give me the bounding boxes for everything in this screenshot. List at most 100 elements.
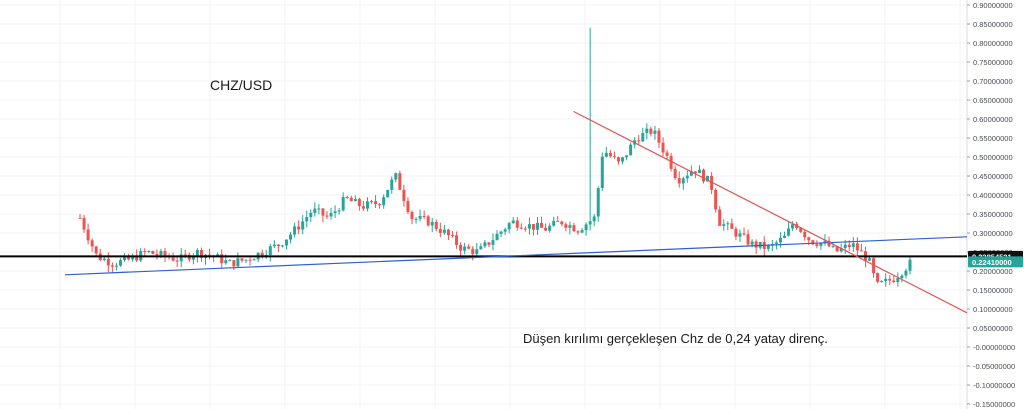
candle-body <box>199 250 203 258</box>
candle-body <box>693 171 697 173</box>
candle-body <box>276 244 280 247</box>
candle-body <box>345 196 349 198</box>
candle-body <box>374 201 378 205</box>
y-tick-label: 0.85000000 <box>973 20 1013 29</box>
candle-body <box>386 189 390 198</box>
candle-body <box>475 249 479 255</box>
candle-body <box>730 223 734 229</box>
candle-body <box>564 224 568 228</box>
candle-body <box>710 175 714 190</box>
candle-body <box>819 242 823 246</box>
candle-body <box>487 242 491 245</box>
candle-body <box>353 198 357 202</box>
candle-body <box>791 224 795 229</box>
candle-body <box>868 258 872 261</box>
candle-body <box>232 260 236 267</box>
candle-body <box>503 229 507 232</box>
resistance-trend-line <box>573 110 968 314</box>
candle-body <box>758 241 762 248</box>
candle-body <box>888 278 892 281</box>
candle-body <box>442 229 446 233</box>
candle-body <box>746 234 750 245</box>
candle-body <box>102 258 106 260</box>
candle-body <box>706 175 710 182</box>
candle-body <box>544 227 548 231</box>
candle-body <box>677 178 681 184</box>
candle-body <box>394 173 398 180</box>
candle-body <box>191 256 195 260</box>
candle-body <box>766 245 770 249</box>
candle-body <box>135 255 139 261</box>
candle-body <box>114 265 118 267</box>
candle-body <box>669 155 673 169</box>
candle-body <box>361 206 365 209</box>
candle-body <box>418 215 422 219</box>
candle-body <box>604 152 608 157</box>
candle-body <box>406 200 410 213</box>
candle-body <box>637 140 641 142</box>
candle-body <box>799 228 803 232</box>
candle-body <box>422 215 426 217</box>
candle-body <box>236 258 240 267</box>
candle-body <box>175 260 179 262</box>
chart-annotation: Düşen kırılımı gerçekleşen Chz de 0,24 y… <box>523 331 828 346</box>
candle-body <box>908 259 912 271</box>
candle-body <box>317 208 321 210</box>
candle-body <box>859 250 863 252</box>
candle-body <box>179 254 183 262</box>
candle-body <box>831 246 835 248</box>
candle-body <box>94 246 98 254</box>
candle-body <box>289 234 293 240</box>
candle-body <box>592 216 596 222</box>
candle-body <box>560 221 564 225</box>
y-tick-label: 0.45000000 <box>973 172 1013 181</box>
candle-body <box>90 240 94 247</box>
y-tick-label: 0.15000000 <box>973 286 1013 295</box>
candle-body <box>329 213 333 217</box>
candle-body <box>855 243 859 251</box>
candle-body <box>163 251 167 257</box>
candle-body <box>556 220 560 222</box>
y-tick-label: 0.70000000 <box>973 77 1013 86</box>
candle-body <box>248 259 252 261</box>
candle-body <box>807 237 811 241</box>
candle-body <box>718 209 722 226</box>
price-axis[interactable]: 0.90000000 0.85000000 0.80000000 0.75000000… <box>967 1 1015 409</box>
candle-body <box>880 281 884 283</box>
candle-body <box>127 256 131 260</box>
candle-body <box>321 208 325 216</box>
candle-body <box>774 242 778 244</box>
candle-body <box>349 197 353 202</box>
candle-body <box>681 178 685 184</box>
candle-body <box>827 240 831 247</box>
candle-body <box>697 169 701 173</box>
candle-body <box>811 240 815 245</box>
candle-body <box>892 280 896 283</box>
candle-body <box>900 275 904 279</box>
candle-body <box>450 235 454 237</box>
candle-body <box>195 250 199 257</box>
candle-body <box>734 228 738 237</box>
candle-body <box>414 218 418 220</box>
candle-body <box>280 245 284 247</box>
candle-body <box>370 201 374 203</box>
candle-body <box>82 217 86 230</box>
candle-body <box>572 225 576 232</box>
y-tick-label: 0.40000000 <box>973 191 1013 200</box>
candle-body <box>726 223 730 225</box>
candle-body <box>434 221 438 230</box>
y-tick-label: 0.10000000 <box>973 305 1013 314</box>
candle-body <box>685 175 689 179</box>
y-tick-label: 0.75000000 <box>973 58 1013 67</box>
candle-body <box>410 212 414 220</box>
candle-body <box>645 128 649 134</box>
candle-body <box>171 257 175 261</box>
candle-body <box>714 189 718 210</box>
candle-body <box>155 253 159 256</box>
candle-body <box>284 239 288 246</box>
candle-body <box>823 240 827 243</box>
candle-body <box>337 210 341 212</box>
candle-body <box>523 228 527 230</box>
candle-body <box>438 229 442 233</box>
